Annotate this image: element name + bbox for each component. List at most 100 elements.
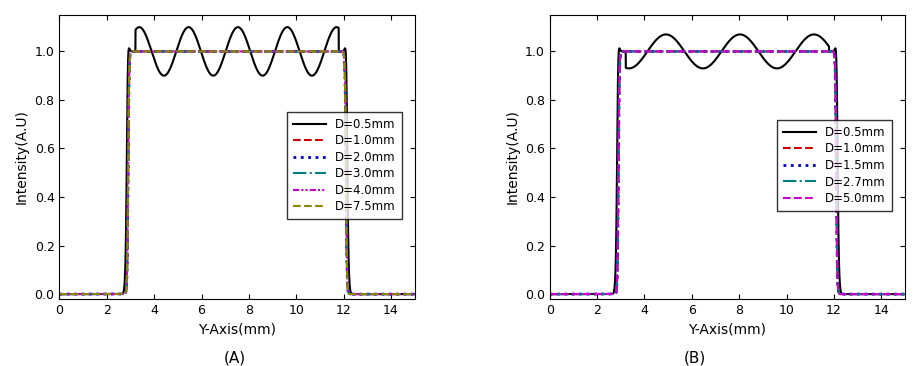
- D=2.0mm: [119, 292, 130, 296]
- D=1.5mm: [630, 49, 641, 53]
- Line: D=0.5mm: D=0.5mm: [550, 34, 904, 294]
- D=4.0mm: [119, 292, 130, 296]
- D=0.5mm: [189, 33, 200, 37]
- D=4.0mm: [409, 292, 420, 296]
- D=2.0mm: [189, 49, 200, 53]
- D=1.0mm: [775, 49, 786, 53]
- D=3.0mm: [357, 292, 369, 296]
- D=2.0mm: [319, 49, 330, 53]
- D=1.0mm: [899, 292, 910, 296]
- D=7.5mm: [267, 49, 278, 53]
- D=2.7mm: [756, 49, 767, 53]
- D=1.5mm: [775, 49, 786, 53]
- D=0.5mm: [119, 288, 130, 292]
- D=0.5mm: [835, 292, 846, 296]
- D=3.0mm: [54, 292, 65, 296]
- Y-axis label: Intensity(A.U): Intensity(A.U): [505, 109, 518, 204]
- D=1.0mm: [835, 292, 846, 296]
- D=2.0mm: [357, 292, 369, 296]
- D=7.5mm: [140, 49, 151, 53]
- D=3.0mm: [409, 292, 420, 296]
- D=3.0mm: [189, 49, 200, 53]
- D=1.0mm: [319, 49, 330, 53]
- D=2.0mm: [267, 49, 278, 53]
- D=0.5mm: [886, 292, 897, 296]
- D=4.0mm: [357, 292, 369, 296]
- D=5.0mm: [756, 49, 767, 53]
- D=1.5mm: [679, 49, 690, 53]
- D=7.5mm: [409, 292, 420, 296]
- Legend: D=0.5mm, D=1.0mm, D=1.5mm, D=2.7mm, D=5.0mm: D=0.5mm, D=1.0mm, D=1.5mm, D=2.7mm, D=5.…: [776, 120, 891, 211]
- D=1.0mm: [756, 49, 767, 53]
- D=1.0mm: [809, 49, 820, 53]
- Line: D=5.0mm: D=5.0mm: [550, 51, 904, 294]
- D=4.0mm: [346, 292, 357, 296]
- Y-axis label: Intensity(A.U): Intensity(A.U): [15, 109, 29, 204]
- D=5.0mm: [835, 292, 846, 296]
- D=2.7mm: [608, 292, 619, 296]
- D=2.0mm: [285, 49, 296, 53]
- D=7.5mm: [54, 292, 65, 296]
- D=1.0mm: [679, 49, 690, 53]
- D=2.0mm: [54, 292, 65, 296]
- D=1.5mm: [847, 292, 858, 296]
- Line: D=2.7mm: D=2.7mm: [550, 51, 904, 294]
- D=1.0mm: [544, 292, 555, 296]
- Text: (A): (A): [223, 350, 245, 365]
- Line: D=2.0mm: D=2.0mm: [60, 51, 414, 294]
- D=7.5mm: [319, 49, 330, 53]
- D=2.0mm: [140, 49, 151, 53]
- Line: D=1.5mm: D=1.5mm: [550, 51, 904, 294]
- D=3.0mm: [285, 49, 296, 53]
- D=5.0mm: [630, 49, 641, 53]
- D=1.0mm: [346, 292, 357, 296]
- Line: D=4.0mm: D=4.0mm: [60, 51, 414, 294]
- D=5.0mm: [679, 49, 690, 53]
- Legend: D=0.5mm, D=1.0mm, D=2.0mm, D=3.0mm, D=4.0mm, D=7.5mm: D=0.5mm, D=1.0mm, D=2.0mm, D=3.0mm, D=4.…: [287, 112, 402, 219]
- Text: (B): (B): [683, 350, 705, 365]
- X-axis label: Y-Axis(mm): Y-Axis(mm): [198, 322, 276, 336]
- D=4.0mm: [267, 49, 278, 53]
- D=2.7mm: [847, 292, 858, 296]
- D=2.7mm: [899, 292, 910, 296]
- D=1.0mm: [189, 49, 200, 53]
- Line: D=1.0mm: D=1.0mm: [550, 51, 904, 294]
- Line: D=0.5mm: D=0.5mm: [60, 27, 414, 294]
- D=0.5mm: [544, 292, 555, 296]
- D=1.0mm: [608, 292, 619, 296]
- D=3.0mm: [346, 292, 357, 296]
- D=0.5mm: [679, 51, 690, 55]
- D=0.5mm: [319, 48, 330, 53]
- D=1.5mm: [608, 292, 619, 296]
- D=1.0mm: [630, 49, 641, 53]
- Line: D=1.0mm: D=1.0mm: [60, 51, 414, 294]
- D=5.0mm: [809, 49, 820, 53]
- D=0.5mm: [409, 292, 420, 296]
- D=3.0mm: [267, 49, 278, 53]
- D=2.7mm: [630, 49, 641, 53]
- D=4.0mm: [189, 49, 200, 53]
- D=4.0mm: [140, 49, 151, 53]
- D=1.5mm: [809, 49, 820, 53]
- D=5.0mm: [544, 292, 555, 296]
- D=0.5mm: [285, 27, 296, 31]
- D=1.0mm: [409, 292, 420, 296]
- D=1.0mm: [267, 49, 278, 53]
- D=2.7mm: [835, 292, 846, 296]
- D=1.0mm: [285, 49, 296, 53]
- D=0.5mm: [233, 25, 244, 29]
- D=0.5mm: [899, 292, 910, 296]
- D=7.5mm: [346, 292, 357, 296]
- D=0.5mm: [608, 288, 619, 292]
- D=7.5mm: [357, 292, 369, 296]
- D=3.0mm: [140, 49, 151, 53]
- D=1.5mm: [899, 292, 910, 296]
- D=1.5mm: [756, 49, 767, 53]
- D=5.0mm: [775, 49, 786, 53]
- D=2.0mm: [346, 292, 357, 296]
- Line: D=3.0mm: D=3.0mm: [60, 51, 414, 294]
- D=4.0mm: [54, 292, 65, 296]
- D=3.0mm: [319, 49, 330, 53]
- D=1.0mm: [847, 292, 858, 296]
- D=2.7mm: [809, 49, 820, 53]
